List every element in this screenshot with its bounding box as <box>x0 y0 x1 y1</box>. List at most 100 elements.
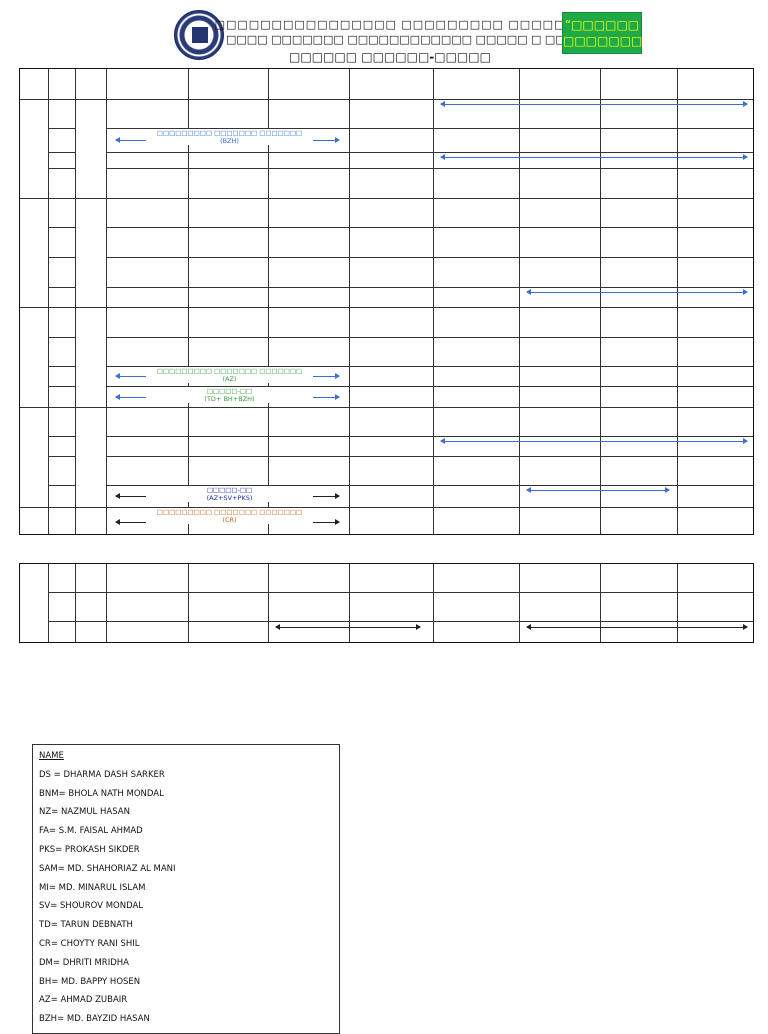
row-divider <box>106 257 753 258</box>
span-code: (AZ) <box>146 375 313 383</box>
secondary-routine-table <box>19 563 754 643</box>
span-label: □□□□□□□□□ □□□□□□□ □□□□□□□ <box>146 129 313 137</box>
teacher-legend: NAME DS = DHARMA DASH SARKER BNM= BHOLA N… <box>32 744 340 1034</box>
span-arrow <box>440 101 748 107</box>
column-divider <box>600 564 601 642</box>
legend-entry: TD= TARUN DEBNATH <box>39 920 133 931</box>
column-header <box>106 69 188 99</box>
period-divider <box>48 227 75 228</box>
period-divider <box>48 507 75 508</box>
row-divider <box>106 507 753 508</box>
legend-heading: NAME <box>39 751 64 761</box>
span-code: (BZH) <box>146 137 313 145</box>
period-divider <box>48 456 75 457</box>
span-code: (CR) <box>146 516 313 524</box>
column-divider <box>106 69 107 534</box>
column-header <box>433 69 519 99</box>
span-code: (TD+ BH+BZH) <box>146 395 313 403</box>
legend-entry: BH= MD. BAPPY HOSEN <box>39 976 141 987</box>
column-header <box>268 69 349 99</box>
period-divider <box>48 407 75 408</box>
row-divider <box>48 621 753 622</box>
column-header <box>519 69 600 99</box>
row-divider <box>106 307 753 308</box>
column-divider <box>677 69 678 534</box>
column-divider <box>106 564 107 642</box>
row-divider <box>106 485 753 486</box>
institution-address: □□□□ □□□□□□□ □□□□□□□□□□□□ □□□□□ □ □□□□, … <box>226 33 566 46</box>
column-divider <box>349 564 350 642</box>
column-header <box>75 69 106 99</box>
period-divider <box>48 386 75 387</box>
legend-entry: FA= S.M. FAISAL AHMAD <box>39 826 143 837</box>
column-divider <box>75 69 76 534</box>
page-header: □□□□□□□□□□□□□□□□ □□□□□□□□□ □□□□□ □□□□ □□… <box>0 0 768 68</box>
column-header <box>188 69 268 99</box>
period-divider <box>48 485 75 486</box>
legend-entry: DS = DHARMA DASH SARKER <box>39 769 165 780</box>
period-divider <box>48 198 75 199</box>
column-divider <box>600 69 601 534</box>
row-divider <box>106 287 753 288</box>
span-arrow <box>440 438 748 444</box>
legend-entry: SAM= MD. SHAHORIAZ AL MANI <box>39 863 176 874</box>
period-divider <box>48 257 75 258</box>
column-divider <box>268 69 269 534</box>
span-arrow <box>526 289 748 295</box>
column-header <box>677 69 753 99</box>
period-divider <box>48 128 75 129</box>
row-divider <box>106 337 753 338</box>
row-divider <box>106 436 753 437</box>
period-divider <box>48 168 75 169</box>
column-divider <box>519 69 520 534</box>
legend-entry: MI= MD. MINARUL ISLAM <box>39 882 146 893</box>
column-header <box>349 69 433 99</box>
span-arrow <box>440 154 748 160</box>
span-label: □□□□□□□□□ □□□□□□□ □□□□□□□ <box>146 367 313 375</box>
period-divider <box>48 436 75 437</box>
column-header <box>600 69 677 99</box>
row-divider <box>106 198 753 199</box>
column-divider <box>75 564 76 642</box>
period-divider <box>48 307 75 308</box>
legend-entry: PKS= PROKASH SIKDER <box>39 844 140 855</box>
column-divider <box>188 564 189 642</box>
row-divider <box>106 152 753 153</box>
column-divider <box>519 564 520 642</box>
institution-title: □□□□□□□□□□□□□□□□ □□□□□□□□□ □□□□□ <box>214 18 566 31</box>
routine-table: □□□□□□□□□ □□□□□□□ □□□□□□□ (BZH) □□□□□□□□□… <box>19 68 754 535</box>
span-label: □□□□□-□□ <box>146 387 313 395</box>
column-header <box>20 69 48 99</box>
span-arrow <box>526 487 670 493</box>
legend-entry: BNM= BHOLA NATH MONDAL <box>39 788 164 799</box>
row-divider <box>48 592 753 593</box>
legend-entry: SV= SHOUROV MONDAL <box>39 901 144 912</box>
column-divider <box>433 69 434 534</box>
span-arrow <box>275 624 421 630</box>
row-divider <box>106 168 753 169</box>
column-divider <box>677 564 678 642</box>
span-label: □□□□□-□□ <box>146 486 313 494</box>
legend-entry: DM= DHRITI MRIDHA <box>39 957 129 968</box>
column-divider <box>433 564 434 642</box>
row-divider <box>106 407 753 408</box>
span-arrow <box>526 624 748 630</box>
row-divider <box>106 456 753 457</box>
period-divider <box>48 337 75 338</box>
row-divider <box>106 128 753 129</box>
column-divider <box>268 564 269 642</box>
span-label: □□□□□□□□□ □□□□□□□ □□□□□□□ <box>146 508 313 516</box>
span-code: (AZ+SV+PKS) <box>146 494 313 502</box>
legend-entry: NZ= NAZMUL HASAN <box>39 807 130 818</box>
period-divider <box>48 366 75 367</box>
column-divider <box>48 564 49 642</box>
period-divider <box>48 152 75 153</box>
header-divider <box>20 99 753 100</box>
motto-badge: “□□□□□□ □□□□□□□ <box>562 12 642 54</box>
column-divider <box>188 69 189 534</box>
institution-logo <box>174 10 224 60</box>
column-divider <box>48 69 49 534</box>
row-divider <box>106 227 753 228</box>
row-divider <box>106 366 753 367</box>
session-title: □□□□□□ □□□□□□-□□□□□ <box>289 50 491 64</box>
